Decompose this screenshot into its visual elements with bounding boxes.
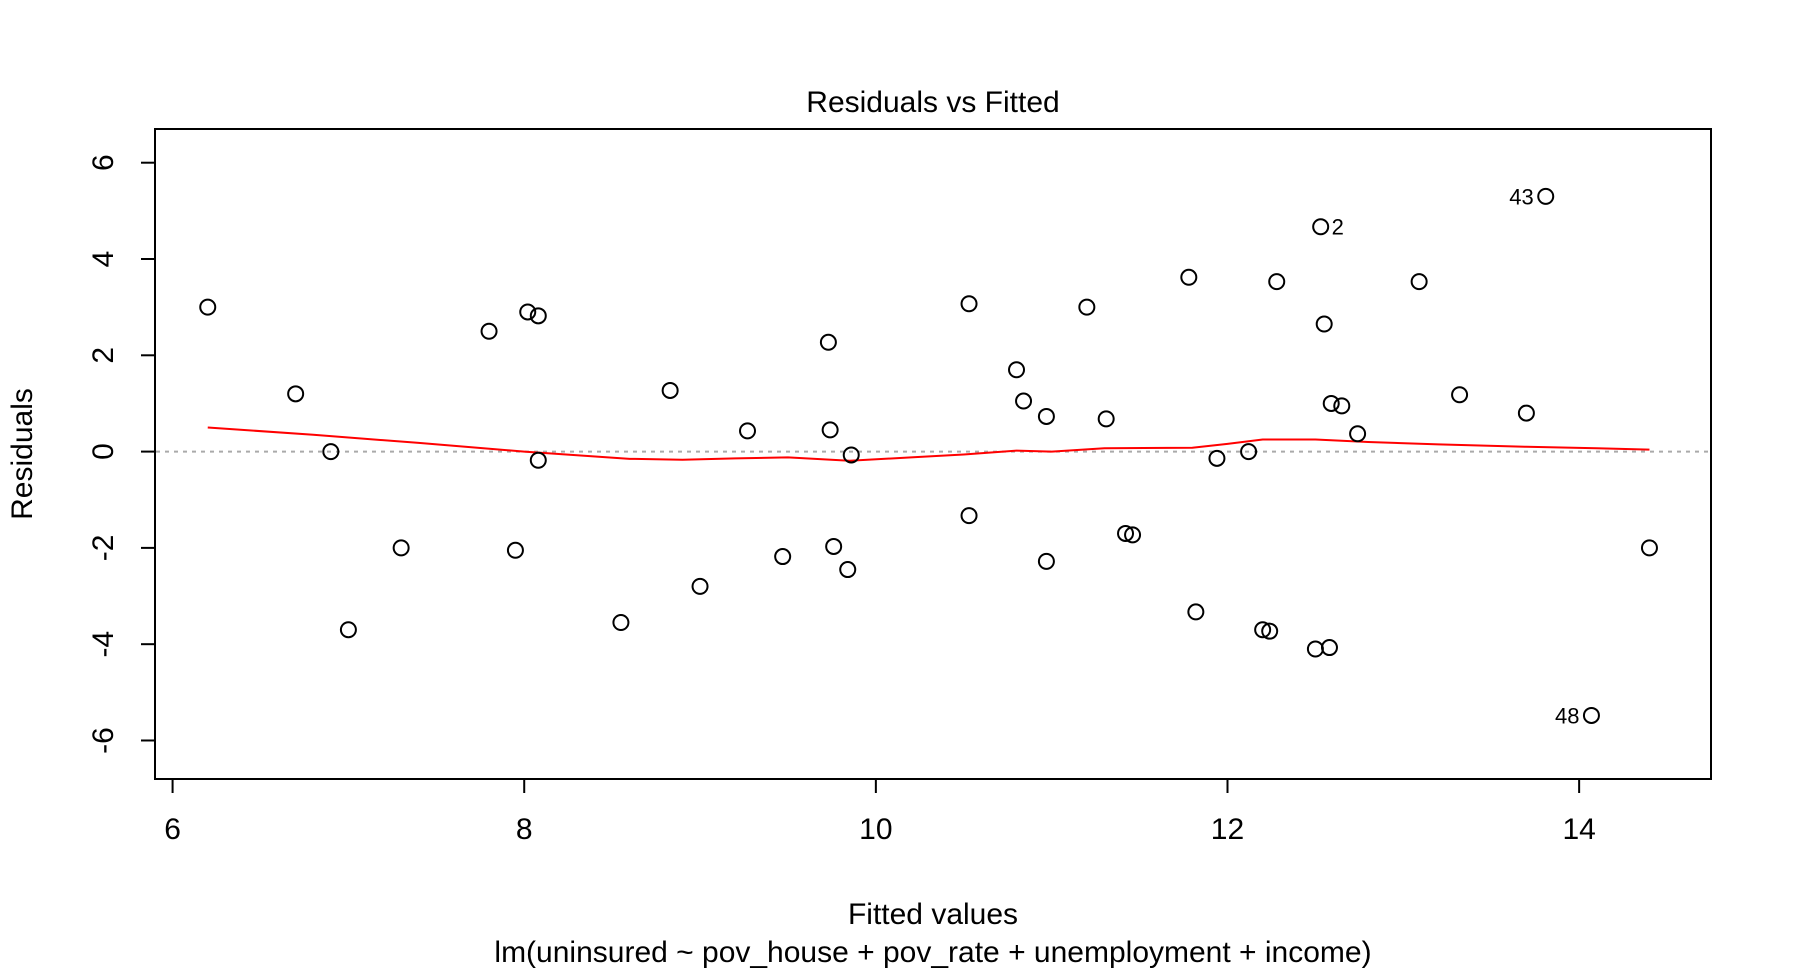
y-tick-label: -4	[87, 631, 120, 658]
residual-point	[960, 507, 978, 525]
plot-frame	[154, 128, 1712, 780]
residual-point	[1187, 603, 1205, 621]
residual-point	[199, 298, 217, 316]
x-tick-label: 14	[1562, 813, 1595, 846]
x-tick-label: 10	[859, 813, 892, 846]
residual-point	[529, 451, 547, 469]
residual-point	[1078, 298, 1096, 316]
residual-point	[1320, 639, 1338, 657]
residual-point	[1254, 621, 1272, 639]
residual-point	[287, 385, 305, 403]
y-tick-label: 0	[87, 443, 120, 460]
point-label: 43	[1509, 184, 1533, 209]
residual-point	[1097, 410, 1115, 428]
residual-point	[506, 541, 524, 559]
y-tick-label: -6	[87, 727, 120, 754]
residual-point	[691, 577, 709, 595]
residual-point	[1268, 273, 1286, 291]
residual-point	[1124, 526, 1142, 544]
y-tick-label: 4	[87, 251, 120, 268]
residual-point	[1037, 407, 1055, 425]
residual-point	[821, 421, 839, 439]
y-tick-label: 6	[87, 154, 120, 171]
residual-point	[774, 548, 792, 566]
x-axis: 6 8 10 12 14	[164, 778, 1596, 846]
residual-point	[1240, 443, 1258, 461]
residual-point	[1015, 392, 1033, 410]
residual-point	[1261, 622, 1279, 640]
residual-point	[1582, 706, 1600, 724]
residual-point	[612, 614, 630, 632]
x-tick-label: 8	[516, 813, 533, 846]
residual-point	[825, 537, 843, 555]
residual-point	[480, 322, 498, 340]
residual-point	[519, 303, 537, 321]
points-layer: 2 43 48	[199, 184, 1658, 728]
residual-point	[1410, 273, 1428, 291]
residual-point	[842, 446, 860, 464]
residual-point	[1322, 394, 1340, 412]
residual-point	[839, 561, 857, 579]
residual-point	[322, 443, 340, 461]
residual-point	[1180, 268, 1198, 286]
x-tick-label: 6	[164, 813, 181, 846]
point-label: 2	[1332, 215, 1344, 240]
y-tick-label: -2	[87, 535, 120, 562]
smoother-line	[207, 426, 1650, 462]
residual-point	[1640, 539, 1658, 557]
residual-point	[1451, 386, 1469, 404]
residual-point	[529, 307, 547, 325]
y-tick-label: 2	[87, 347, 120, 364]
residual-point	[392, 539, 410, 557]
y-axis: -6 -4 -2 0 2 4 6	[87, 154, 156, 754]
x-axis-label: Fitted values	[848, 898, 1018, 931]
residual-point	[1117, 524, 1135, 542]
residual-point	[1315, 315, 1333, 333]
chart-subtitle: lm(uninsured ~ pov_house + pov_rate + un…	[494, 936, 1371, 969]
y-axis-label: Residuals	[6, 388, 39, 520]
residual-point	[661, 381, 679, 399]
residual-point	[1333, 397, 1351, 415]
residual-point	[1208, 449, 1226, 467]
residual-point	[739, 422, 757, 440]
residual-point	[1517, 404, 1535, 422]
residual-point	[1008, 361, 1026, 379]
x-tick-label: 12	[1211, 813, 1244, 846]
residual-point	[1537, 187, 1555, 205]
residual-point	[1037, 552, 1055, 570]
point-label: 48	[1555, 703, 1579, 728]
residual-point	[819, 333, 837, 351]
residual-point	[1306, 640, 1324, 658]
residual-point	[960, 295, 978, 313]
residual-point	[1312, 218, 1330, 236]
chart-title: Residuals vs Fitted	[806, 86, 1059, 119]
residual-point	[1349, 425, 1367, 443]
residual-point	[339, 621, 357, 639]
